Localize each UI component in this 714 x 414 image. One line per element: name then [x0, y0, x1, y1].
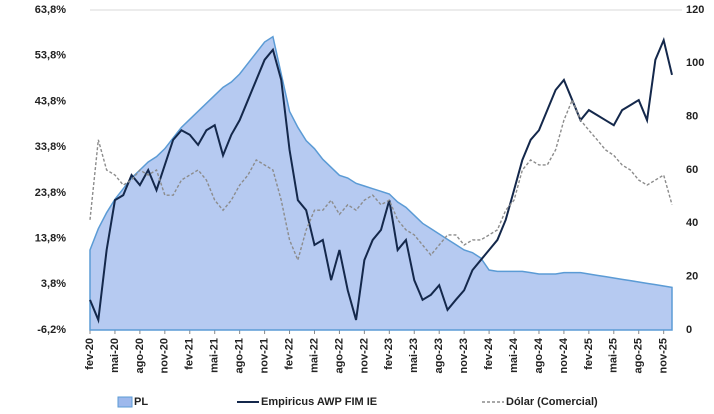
x-tick-label: fev-24: [483, 337, 495, 370]
x-tick-label: mai-20: [109, 338, 121, 373]
y-tick-label: -6,2%: [37, 324, 66, 336]
x-tick-label: mai-23: [408, 338, 420, 373]
x-tick-label: ago-24: [533, 337, 545, 373]
y2-tick-label: 40: [686, 217, 698, 229]
x-tick-label: mai-21: [209, 338, 221, 373]
x-tick-label: fev-21: [184, 338, 196, 370]
y-tick-label: 13,8%: [35, 232, 66, 244]
y-tick-label: 43,8%: [35, 95, 66, 107]
x-tick-label: nov-22: [358, 338, 370, 373]
x-tick-label: ago-21: [234, 338, 246, 373]
x-tick-label: fev-23: [383, 338, 395, 370]
y-tick-label: 53,8%: [35, 50, 66, 62]
x-tick-label: ago-25: [633, 338, 645, 373]
legend-label: Empiricus AWP FIM IE: [261, 396, 377, 408]
x-tick-label: mai-24: [508, 337, 520, 373]
y2-tick-label: 20: [686, 271, 698, 283]
x-tick-label: ago-23: [433, 338, 445, 373]
x-tick-label: ago-20: [134, 338, 146, 373]
x-tick-label: nov-21: [259, 338, 271, 373]
y2-tick-label: 60: [686, 164, 698, 176]
x-tick-label: fev-20: [84, 338, 96, 370]
x-tick-label: mai-25: [608, 338, 620, 373]
y-tick-label: 33,8%: [35, 141, 66, 153]
x-tick-label: nov-25: [658, 338, 670, 373]
x-tick-label: mai-22: [308, 338, 320, 373]
y2-tick-label: 80: [686, 111, 698, 123]
x-tick-label: nov-23: [458, 338, 470, 373]
x-tick-label: fev-22: [283, 338, 295, 370]
y-tick-label: 23,8%: [35, 187, 66, 199]
x-tick-label: ago-22: [333, 338, 345, 373]
area: [89, 35, 673, 331]
y2-tick-label: 0: [686, 324, 692, 336]
x-tick-label: nov-24: [558, 337, 570, 373]
y-tick-label: 3,8%: [41, 278, 66, 290]
dashed-line: [89, 98, 673, 263]
x-tick-label: nov-20: [159, 338, 171, 373]
y2-tick-label: 100: [686, 57, 704, 69]
legend-swatch: [117, 396, 133, 408]
y2-tick-label: 120: [686, 4, 704, 16]
y-tick-label: 63,8%: [35, 4, 66, 16]
legend-label: Dólar (Comercial): [506, 396, 598, 408]
legend-label: PL: [134, 396, 148, 408]
x-tick-label: fev-25: [583, 338, 595, 370]
